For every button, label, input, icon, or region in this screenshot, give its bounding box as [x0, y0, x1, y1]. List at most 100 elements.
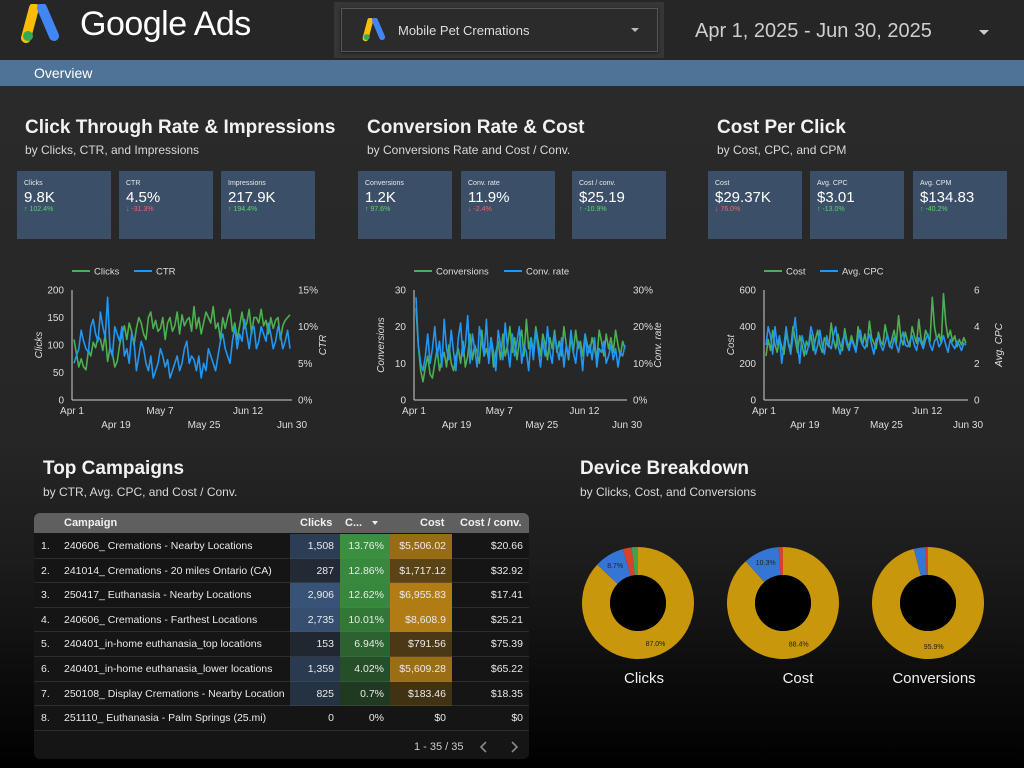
- cell-cost-per-conv: $17.41: [490, 589, 523, 602]
- donut-slice: [872, 547, 984, 659]
- cell-ctr: 6.94%: [340, 632, 390, 657]
- table-row[interactable]: 1. 240606_ Cremations - Nearby Locations 1…: [34, 534, 529, 559]
- donut-label-conversions: Conversions: [892, 670, 976, 687]
- conv-section-title: Conversion Rate & Cost: [367, 117, 585, 138]
- table-row[interactable]: 2. 241014_ Cremations - 20 miles Ontario …: [34, 558, 529, 584]
- next-page-icon[interactable]: [506, 739, 522, 755]
- donut-label-clicks: Clicks: [624, 670, 664, 687]
- table-row[interactable]: 8. 251110_ Euthanasia - Palm Springs (25.…: [34, 706, 529, 731]
- table-row[interactable]: 5. 240401_in-home euthanasia_top location…: [34, 632, 529, 657]
- y-left-axis-label: Cost: [726, 333, 737, 355]
- cell-clicks: 0: [328, 712, 334, 725]
- col-cost[interactable]: Cost: [420, 517, 445, 529]
- table-row[interactable]: 3. 250417_ Euthanasia - Nearby Locations 2…: [34, 583, 529, 608]
- cpc-section-subtitle: by Cost, CPC, and CPM: [717, 143, 847, 157]
- scorecard-ctr: CTR 4.5% ↓ -31.3%: [119, 171, 213, 239]
- scorecard-avg-cpc: Avg. CPC $3.01 ↑ -13.0%: [810, 171, 904, 239]
- y-right-axis-label: Avg. CPC: [994, 322, 1005, 367]
- scorecard-conversions: Conversions 1.2K ↑ 97.6%: [358, 171, 452, 239]
- scorecard-change: ↑ -40.2%: [920, 206, 948, 213]
- y-left-tick-label: 200: [739, 359, 756, 370]
- arrow-up-icon: ↑: [920, 206, 926, 213]
- scorecard-cost-conv: Cost / conv. $25.19 ↑ -10.9%: [572, 171, 666, 239]
- y-left-tick-label: 100: [47, 341, 64, 352]
- account-selector[interactable]: Mobile Pet Cremations: [341, 8, 658, 52]
- cost-cpc-chart: Cost Avg. CPC 600 400 200 0 6 4 2 0 Cost Avg. CPC Ap…: [726, 267, 1005, 432]
- col-ctr[interactable]: C...: [345, 517, 363, 529]
- google-ads-logo: [21, 4, 59, 43]
- legend-label: Conv. rate: [526, 267, 569, 278]
- cpc-section-title: Cost Per Click: [717, 117, 846, 138]
- y-left-tick-label: 400: [739, 322, 756, 333]
- cell-cost: $5,506.02: [390, 534, 452, 559]
- series-line-avg-cpc: [765, 316, 967, 365]
- y-right-tick-label: 0%: [633, 396, 648, 407]
- y-left-tick-label: 0: [400, 396, 406, 407]
- cell-cost-per-conv: $75.39: [490, 638, 523, 651]
- tab-overview[interactable]: Overview: [34, 65, 93, 81]
- donut-hole: [900, 575, 956, 631]
- cell-ctr: 12.62%: [340, 583, 390, 608]
- series-line-conv-rate: [415, 297, 626, 372]
- table-row[interactable]: 4. 240606_ Cremations - Farthest Location…: [34, 607, 529, 633]
- table-header: Campaign Clicks C... Cost Cost / conv.: [34, 513, 529, 533]
- prev-page-icon[interactable]: [476, 739, 492, 755]
- col-cost-per-conv[interactable]: Cost / conv.: [460, 517, 522, 529]
- scorecard-label: Impressions: [228, 180, 266, 187]
- series-line-cost: [765, 292, 967, 357]
- table-footer: 1 - 35 / 35: [34, 735, 529, 759]
- x-tick-label: May 25: [870, 420, 903, 431]
- col-clicks[interactable]: Clicks: [300, 517, 333, 529]
- date-range[interactable]: Apr 1, 2025 - Jun 30, 2025: [695, 20, 932, 42]
- donut-slice: [745, 547, 781, 583]
- conversions-donut: 95.9%: [872, 547, 984, 659]
- row-index: 6.: [41, 663, 50, 675]
- brand-name: Google Ads: [80, 5, 251, 43]
- y-left-axis-label: Clicks: [34, 332, 45, 359]
- legend-label: Avg. CPC: [842, 267, 884, 278]
- y-right-tick-label: 15%: [298, 286, 318, 297]
- cell-ctr: 12.86%: [340, 558, 390, 584]
- x-tick-label: Jun 30: [612, 420, 642, 431]
- y-left-tick-label: 200: [47, 286, 64, 297]
- row-index: 2.: [41, 564, 50, 577]
- legend-label: Clicks: [94, 267, 120, 278]
- clicks-donut: 87.0% 8.7%: [582, 547, 694, 659]
- scorecard-avg-cpm: Avg. CPM $134.83 ↑ -40.2%: [913, 171, 1007, 239]
- date-range-chevron-down-icon[interactable]: [979, 30, 989, 35]
- cell-clicks: 2,735: [290, 607, 340, 633]
- donut-slice: [597, 549, 631, 584]
- donut-hole: [755, 575, 811, 631]
- table-row[interactable]: 6. 240401_in-home euthanasia_lower locati…: [34, 657, 529, 682]
- cell-ctr: 0%: [368, 712, 384, 725]
- arrow-up-icon: ↑: [365, 206, 371, 213]
- x-tick-label: Jun 30: [953, 420, 983, 431]
- scorecard-value: $134.83: [920, 189, 975, 206]
- arrow-up-icon: ↑: [817, 206, 823, 213]
- arrow-down-icon: ↓: [715, 206, 721, 213]
- cell-cost: $0: [434, 712, 446, 725]
- y-right-tick-label: 0%: [298, 396, 313, 407]
- legend-label: Cost: [786, 267, 806, 278]
- scorecard-value: 11.9%: [468, 189, 510, 206]
- scorecard-change-value: -40.2%: [925, 206, 948, 213]
- scorecard-label: Avg. CPM: [920, 180, 952, 187]
- cell-campaign: 240401_in-home euthanasia_top locations: [64, 638, 262, 651]
- y-right-tick-label: 10%: [298, 322, 318, 333]
- clicks-ctr-chart: Clicks CTR 200 150 100 50 0 15% 10% 5% 0% Clicks CTR…: [34, 267, 329, 432]
- legend-label: CTR: [156, 267, 176, 278]
- sort-desc-icon[interactable]: [372, 521, 378, 525]
- tab-bar: Overview: [0, 60, 1024, 86]
- table-row[interactable]: 7. 250108_ Display Cremations - Nearby Lo…: [34, 681, 529, 707]
- donut-slice: [623, 547, 635, 577]
- cell-campaign: 240606_ Cremations - Nearby Locations: [64, 540, 253, 552]
- x-tick-label: Apr 1: [402, 406, 426, 417]
- scorecard-change: ↑ -10.9%: [579, 206, 607, 213]
- col-campaign[interactable]: Campaign: [64, 517, 118, 529]
- scorecard-change: ↑ 194.4%: [228, 206, 257, 213]
- scorecard-clicks: Clicks 9.8K ↑ 102.4%: [17, 171, 111, 239]
- legend-label: Conversions: [436, 267, 489, 278]
- cell-clicks: 153: [290, 632, 340, 657]
- x-tick-label: Apr 19: [790, 420, 820, 431]
- y-right-tick-label: 5%: [298, 359, 313, 370]
